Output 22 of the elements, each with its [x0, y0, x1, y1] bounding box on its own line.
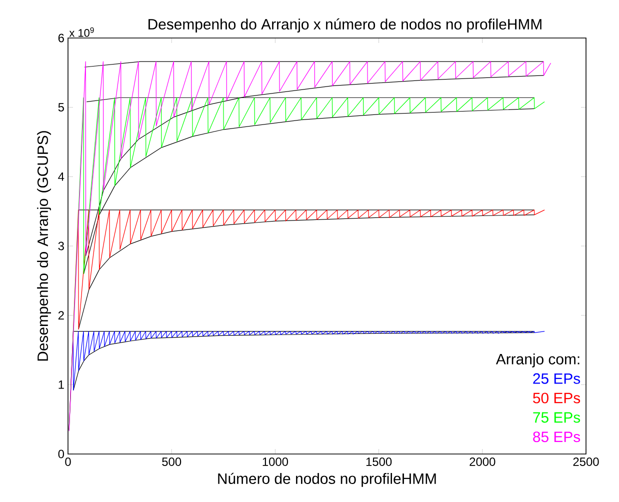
text: 85 EPs: [533, 432, 580, 442]
legend-title: Arranjo com:: [496, 353, 580, 368]
y-axis-title: Desempenho do Arranjo (GCUPS): [37, 131, 51, 361]
y-tick-label: 3: [58, 242, 64, 250]
text: 25 EPs: [533, 373, 580, 384]
x-tick-label: 2500: [573, 458, 599, 466]
x-tick-label: 1000: [262, 458, 288, 466]
y-tick-label: 4: [58, 172, 64, 181]
x-axis-title: Número de nodos no profileHMM: [218, 472, 436, 487]
y-tick-label: 6: [58, 34, 64, 42]
text: x 10$^{9}$: [69, 27, 94, 37]
chart-title: Desempenho do Arranjo x número de nodos no profileHMM: [148, 18, 542, 32]
y-tick-label: 1: [58, 380, 64, 389]
text: 75 EPs: [533, 412, 580, 423]
x-tick-label: 1500: [366, 458, 392, 466]
x-tick-label: 0: [65, 458, 71, 466]
y-tick-label: 2: [58, 311, 64, 320]
text: 50 EPs: [533, 392, 580, 404]
x-tick-label: 2000: [470, 458, 496, 466]
y-tick-label: 0: [58, 450, 64, 458]
x-tick-label: 500: [162, 458, 182, 466]
y-tick-label: 5: [58, 103, 64, 112]
